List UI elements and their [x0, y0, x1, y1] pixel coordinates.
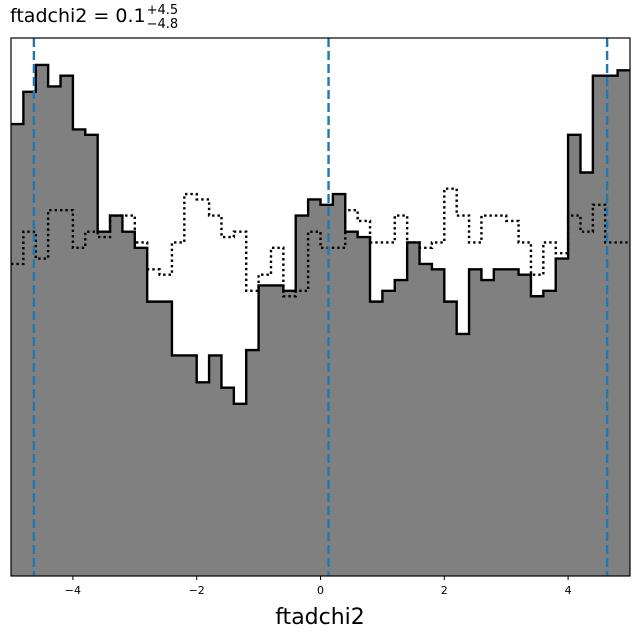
plot-area [11, 38, 630, 577]
x-tick-label: 0 [317, 584, 324, 597]
chart-title-lower-error: −4.8 [147, 17, 179, 32]
x-tick-label: −2 [189, 584, 205, 597]
chart-title: ftadchi2 = 0.1 +4.5 −4.8 [10, 3, 178, 32]
chart-title-upper-error: +4.5 [147, 3, 179, 18]
x-tick-label: −4 [65, 584, 81, 597]
x-tick-label: 2 [441, 584, 448, 597]
x-tick-label: 4 [565, 584, 572, 597]
chart-title-main: ftadchi2 = 0.1 [10, 5, 146, 27]
histogram-fill-area [11, 64, 630, 577]
prior-dotted-step [11, 187, 630, 298]
x-axis-label: ftadchi2 [275, 605, 365, 630]
x-axis-ticks: −4 −2 0 2 4 [65, 576, 572, 597]
